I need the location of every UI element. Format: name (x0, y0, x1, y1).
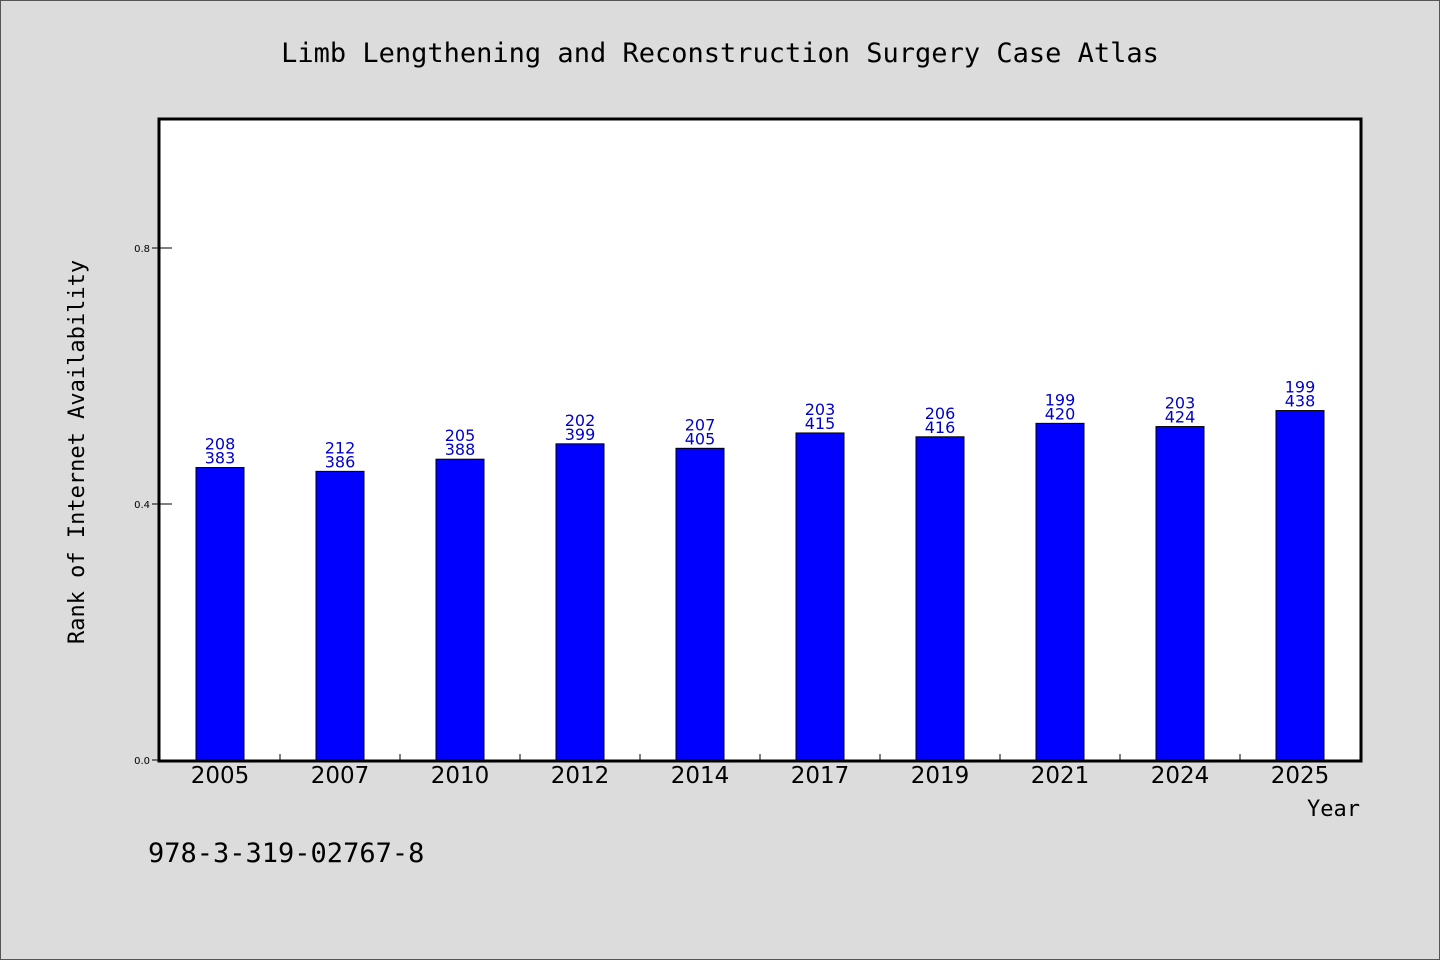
y-tick-label-0.4: 0.4 (134, 500, 150, 511)
data-label-bottom-2024: 424 (1165, 408, 1196, 427)
data-labels-group: 2083832123862053882023992074052034152064… (205, 378, 1316, 472)
bar-2017 (795, 432, 845, 761)
data-label-top-2005: 208 (205, 435, 236, 454)
x-tick-label-2007: 2007 (311, 763, 370, 789)
x-tick-label-2025: 2025 (1271, 763, 1330, 789)
bar-2007 (315, 470, 365, 761)
bar-2010 (435, 458, 485, 761)
data-label-bottom-2019: 416 (925, 418, 956, 437)
data-label-bottom-2010: 388 (445, 440, 476, 459)
data-label-top-2010: 205 (445, 426, 476, 445)
bars-group (195, 410, 1325, 761)
data-label-bottom-2014: 405 (685, 429, 716, 448)
data-label-top-2024: 203 (1165, 394, 1196, 413)
data-label-top-2019: 206 (925, 404, 956, 423)
x-tick-label-2012: 2012 (551, 763, 610, 789)
data-label-top-2021: 199 (1045, 390, 1076, 409)
x-tick-label-2019: 2019 (911, 763, 970, 789)
x-tick-label-2024: 2024 (1151, 763, 1210, 789)
x-axis-label: Year (1307, 797, 1360, 822)
x-tick-label-2010: 2010 (431, 763, 490, 789)
x-tick-label-2005: 2005 (191, 763, 250, 789)
y-axis-ticks: 0.0 0.4 0.8 (134, 244, 172, 767)
chart-title: Limb Lengthening and Reconstruction Surg… (281, 38, 1159, 69)
data-label-top-2012: 202 (565, 411, 596, 430)
data-label-bottom-2021: 420 (1045, 404, 1076, 423)
data-label-top-2017: 203 (805, 400, 836, 419)
data-label-bottom-2005: 383 (205, 449, 236, 468)
data-label-bottom-2025: 438 (1285, 392, 1316, 411)
data-label-top-2025: 199 (1285, 378, 1316, 397)
x-tick-label-2014: 2014 (671, 763, 730, 789)
x-tick-label-2021: 2021 (1031, 763, 1090, 789)
x-tick-label-2017: 2017 (791, 763, 850, 789)
data-label-top-2007: 212 (325, 438, 356, 457)
data-label-bottom-2012: 399 (565, 425, 596, 444)
bar-2024 (1155, 426, 1205, 761)
bar-2019 (915, 436, 965, 761)
bar-2005 (195, 467, 245, 761)
data-label-top-2014: 207 (685, 415, 716, 434)
bar-2021 (1035, 422, 1085, 761)
isbn-text: 978-3-319-02767-8 (148, 838, 424, 869)
bar-2012 (555, 443, 605, 761)
x-axis-ticks: 2005 2007 2010 2012 2014 2017 2019 2021 2024 2025 (191, 754, 1330, 789)
data-label-bottom-2007: 386 (325, 452, 356, 471)
bar-2025 (1275, 410, 1325, 761)
y-axis-label: Rank of Internet Availability (65, 260, 90, 644)
bar-2014 (675, 447, 725, 761)
data-label-bottom-2017: 415 (805, 414, 836, 433)
y-tick-label-0.8: 0.8 (134, 244, 150, 255)
y-tick-label-0.0: 0.0 (134, 756, 150, 767)
